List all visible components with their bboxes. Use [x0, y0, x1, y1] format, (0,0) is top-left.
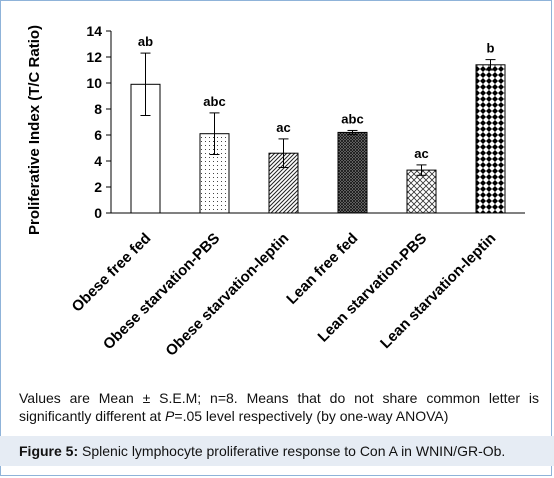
- figure-caption: Figure 5: Splenic lymphocyte proliferati…: [19, 443, 505, 459]
- y-tick-label: 4: [94, 153, 102, 169]
- p-symbol: P: [165, 408, 175, 424]
- bar-chart: Proliferative Index (T/C Ratio) 0 2 4 6 8 10 1…: [26, 23, 525, 360]
- y-tick-label: 14: [86, 23, 102, 39]
- statistical-note: Values are Mean ± S.E.M; n=8. Means that…: [19, 389, 539, 425]
- note-text-end: =.05 level respectively (by one-way ANOV…: [174, 408, 449, 424]
- caption-text: Splenic lymphocyte proliferative respons…: [78, 443, 506, 459]
- significance-label: ac: [414, 146, 428, 161]
- y-tick-label: 12: [86, 49, 102, 65]
- bar: [406, 169, 437, 214]
- y-tick-label: 10: [86, 75, 102, 91]
- figure-label: Figure 5:: [19, 443, 79, 459]
- bar: [337, 131, 368, 214]
- significance-label: b: [487, 41, 495, 56]
- x-category-label: Obese starvation-PBS: [100, 230, 223, 353]
- x-category-label: Lean starvation-leptin: [377, 230, 499, 352]
- bar: [199, 133, 230, 214]
- y-axis-label: Proliferative Index (T/C Ratio): [26, 25, 43, 235]
- significance-label: ac: [276, 120, 290, 135]
- y-tick-label: 0: [94, 205, 102, 221]
- note-text: Values are Mean ± S.E.M; n=8. Means that…: [19, 390, 539, 424]
- significance-label: abc: [341, 111, 363, 126]
- x-category-label: Obese starvation-leptin: [162, 230, 292, 360]
- y-tick-label: 2: [94, 179, 102, 195]
- significance-label: ab: [138, 34, 153, 49]
- caption-bar: [0, 436, 554, 466]
- x-category-label: Lean free fed: [283, 230, 361, 308]
- y-tick-label: 6: [94, 127, 102, 143]
- y-tick-label: 8: [94, 101, 102, 117]
- significance-label: abc: [203, 94, 225, 109]
- bar: [475, 64, 506, 214]
